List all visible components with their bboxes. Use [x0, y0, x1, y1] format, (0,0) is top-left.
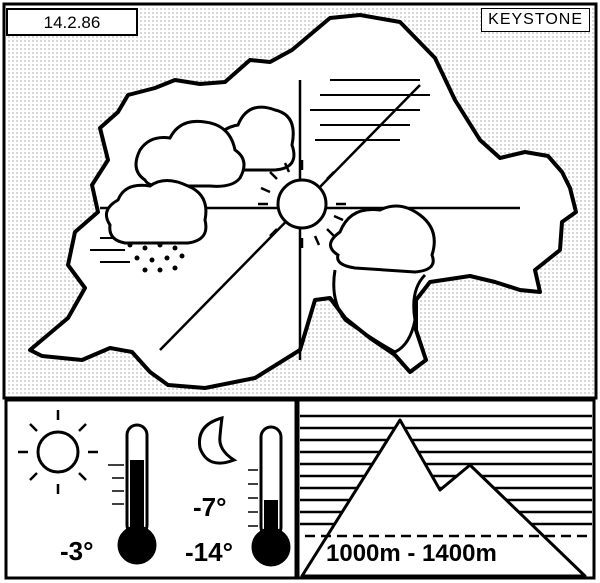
thermometer-day — [108, 423, 157, 565]
cloud-icon — [134, 119, 246, 188]
thermometer-night — [248, 425, 291, 567]
sun-icon — [258, 160, 346, 248]
altitude-range: 1000m - 1400m — [326, 540, 497, 567]
mountain-icon — [300, 418, 592, 578]
photo-credit: KEYSTONE — [481, 8, 590, 32]
cloud-icon — [329, 204, 436, 274]
sun-icon — [18, 410, 98, 494]
snowflakes — [127, 242, 185, 273]
fog-lines — [90, 79, 430, 263]
ticino-outline — [332, 269, 427, 354]
moon-icon — [197, 415, 238, 465]
day-temperature: -3° — [60, 536, 94, 566]
date-label: 14.2.86 — [6, 8, 138, 36]
night-temperature-low: -14° — [185, 537, 233, 567]
snow-cloud-icon — [104, 179, 208, 245]
night-temperature-high: -7° — [193, 492, 227, 522]
